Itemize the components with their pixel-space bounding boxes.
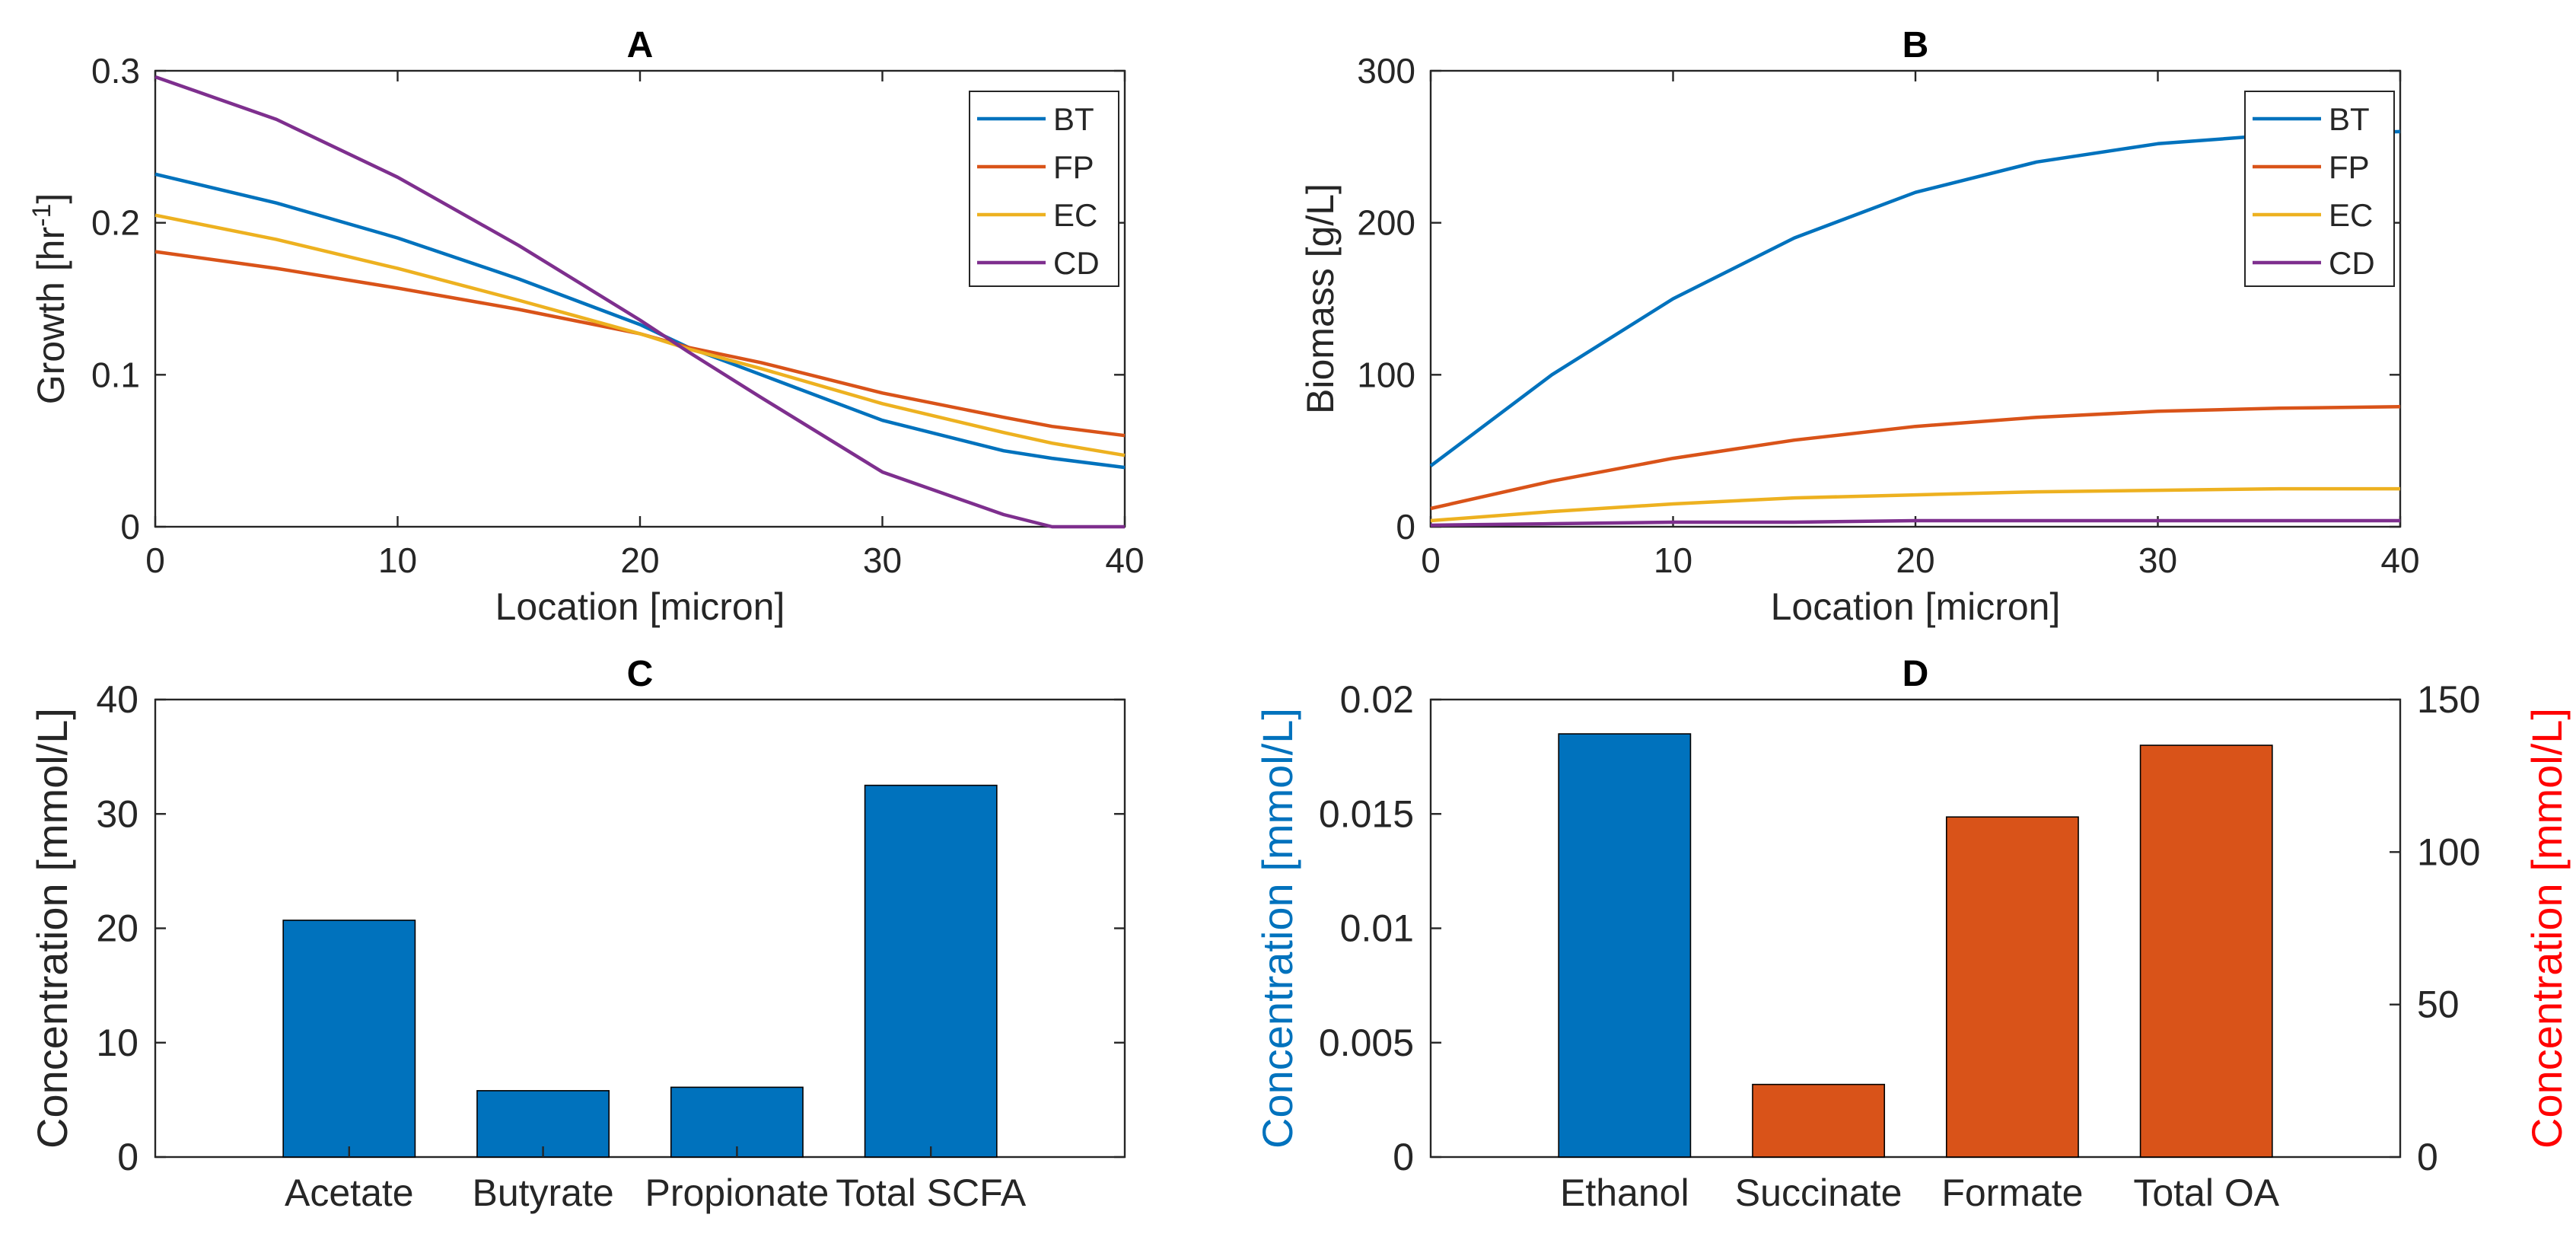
A-y-tick-label: 0.3	[91, 51, 140, 91]
D-right-y-tick-label: 50	[2417, 983, 2460, 1026]
C-x-tick-label: Acetate	[285, 1171, 414, 1214]
C-bar-butyrate	[476, 1090, 610, 1158]
B-series-bt	[1429, 129, 2401, 467]
chart-C: 0 10 20 30 40 Acetate Butyrate Propionate Total …	[28, 654, 1126, 1214]
D-bar-total-oa	[2139, 744, 2273, 1158]
C-title: C	[627, 654, 654, 694]
B-y-axis-label: Biomass [g/L]	[1299, 183, 1342, 414]
chart-B: 0 10 20 30 40 0 100 200 300 B Location [micron] Bio…	[1299, 25, 2420, 628]
B-x-tick-label: 40	[2380, 540, 2419, 580]
C-x-tick-label: Propionate	[645, 1171, 829, 1214]
D-right-y-tick-label: 100	[2417, 830, 2480, 873]
B-x-tick-label: 0	[1421, 540, 1441, 580]
C-bar-propionate	[670, 1086, 804, 1158]
B-y-tick-label: 300	[1357, 51, 1415, 91]
A-series-cd	[154, 75, 1125, 529]
A-x-tick-label: 40	[1105, 540, 1144, 580]
A-y-axis-label-main: Growth [hr	[30, 227, 72, 404]
A-legend-label-bt: BT	[1053, 101, 1094, 137]
A-legend-label-ec: EC	[1053, 197, 1097, 233]
B-y-tick-label: 0	[1396, 507, 1415, 547]
A-legend-box	[969, 91, 1119, 287]
B-legend-box	[2244, 91, 2395, 287]
B-y-tick-label: 100	[1357, 355, 1415, 394]
D-left-y-tick-label: 0.015	[1319, 792, 1414, 835]
D-bar-formate	[1945, 816, 2079, 1158]
C-bar-total-scfa	[864, 784, 998, 1158]
A-x-tick-label: 20	[620, 540, 659, 580]
C-x-tick-label: Butyrate	[472, 1171, 613, 1214]
B-title: B	[1903, 25, 1929, 65]
D-bar-ethanol	[1558, 733, 1692, 1158]
A-x-axis-label: Location [micron]	[495, 585, 785, 628]
D-bar-succinate	[1752, 1083, 1886, 1158]
B-legend-label-ec: EC	[2329, 197, 2373, 233]
D-x-tick-label: Ethanol	[1560, 1171, 1689, 1214]
C-y-axis-label: Concentration [mmol/L]	[28, 708, 76, 1149]
B-series-fp	[1430, 405, 2401, 511]
D-left-y-tick-label: 0.02	[1340, 678, 1414, 721]
C-bar-acetate	[282, 920, 416, 1158]
A-x-tick-label: 10	[378, 540, 417, 580]
chart-D: 0 0.005 0.01 0.015 0.02 0 50 100 150 Ethanol Succi…	[1253, 654, 2571, 1214]
D-x-tick-label: Formate	[1941, 1171, 2083, 1214]
chart-A: 0 10 20 30 40 0 0.1 0.2 0.3 A Location [micron] Gro…	[27, 25, 1145, 628]
D-right-y-axis-label: Concentration [mmol/L]	[2523, 708, 2571, 1149]
B-x-axis-label: Location [micron]	[1771, 585, 2061, 628]
C-x-tick-label: Total SCFA	[836, 1171, 1027, 1214]
D-left-y-axis-label: Concentration [mmol/L]	[1253, 708, 1301, 1149]
A-axes-box	[154, 69, 1126, 528]
D-right-y-tick-label: 150	[2417, 678, 2480, 721]
A-series-ec	[154, 213, 1126, 457]
D-left-y-tick-label: 0.005	[1319, 1022, 1414, 1064]
D-left-y-tick-label: 0.01	[1340, 907, 1414, 950]
C-y-tick-label: 10	[96, 1022, 139, 1064]
D-title: D	[1903, 654, 1929, 694]
A-legend-label-fp: FP	[1053, 149, 1094, 185]
A-legend-label-cd: CD	[1053, 245, 1100, 281]
A-y-axis-label: Growth [hr-1]	[27, 193, 72, 405]
B-legend-label-cd: CD	[2329, 245, 2375, 281]
A-y-tick-label: 0.1	[91, 355, 140, 394]
B-series-ec	[1430, 486, 2400, 523]
C-y-tick-label: 30	[96, 792, 139, 835]
C-y-tick-label: 0	[117, 1136, 139, 1178]
D-x-tick-label: Total OA	[2133, 1171, 2279, 1214]
B-x-tick-label: 10	[1654, 540, 1692, 580]
A-x-tick-label: 0	[145, 540, 165, 580]
D-right-y-tick-label: 0	[2417, 1136, 2438, 1178]
B-legend-label-bt: BT	[2329, 101, 2370, 137]
B-x-tick-label: 20	[1896, 540, 1934, 580]
C-y-tick-label: 40	[96, 678, 139, 721]
A-y-tick-label: 0	[120, 507, 140, 547]
A-y-tick-label: 0.2	[91, 203, 140, 243]
C-y-tick-label: 20	[96, 907, 139, 950]
D-left-y-tick-label: 0	[1393, 1136, 1414, 1178]
A-title: A	[627, 25, 654, 65]
A-y-axis-label-end: ]	[30, 193, 72, 204]
B-series-cd	[1430, 518, 2400, 528]
A-x-tick-label: 30	[863, 540, 902, 580]
B-legend-label-fp: FP	[2329, 149, 2370, 185]
B-y-tick-label: 200	[1357, 203, 1415, 243]
B-x-tick-label: 30	[2138, 540, 2177, 580]
A-y-axis-label-sup: -1	[27, 204, 56, 227]
D-x-tick-label: Succinate	[1735, 1171, 1903, 1214]
